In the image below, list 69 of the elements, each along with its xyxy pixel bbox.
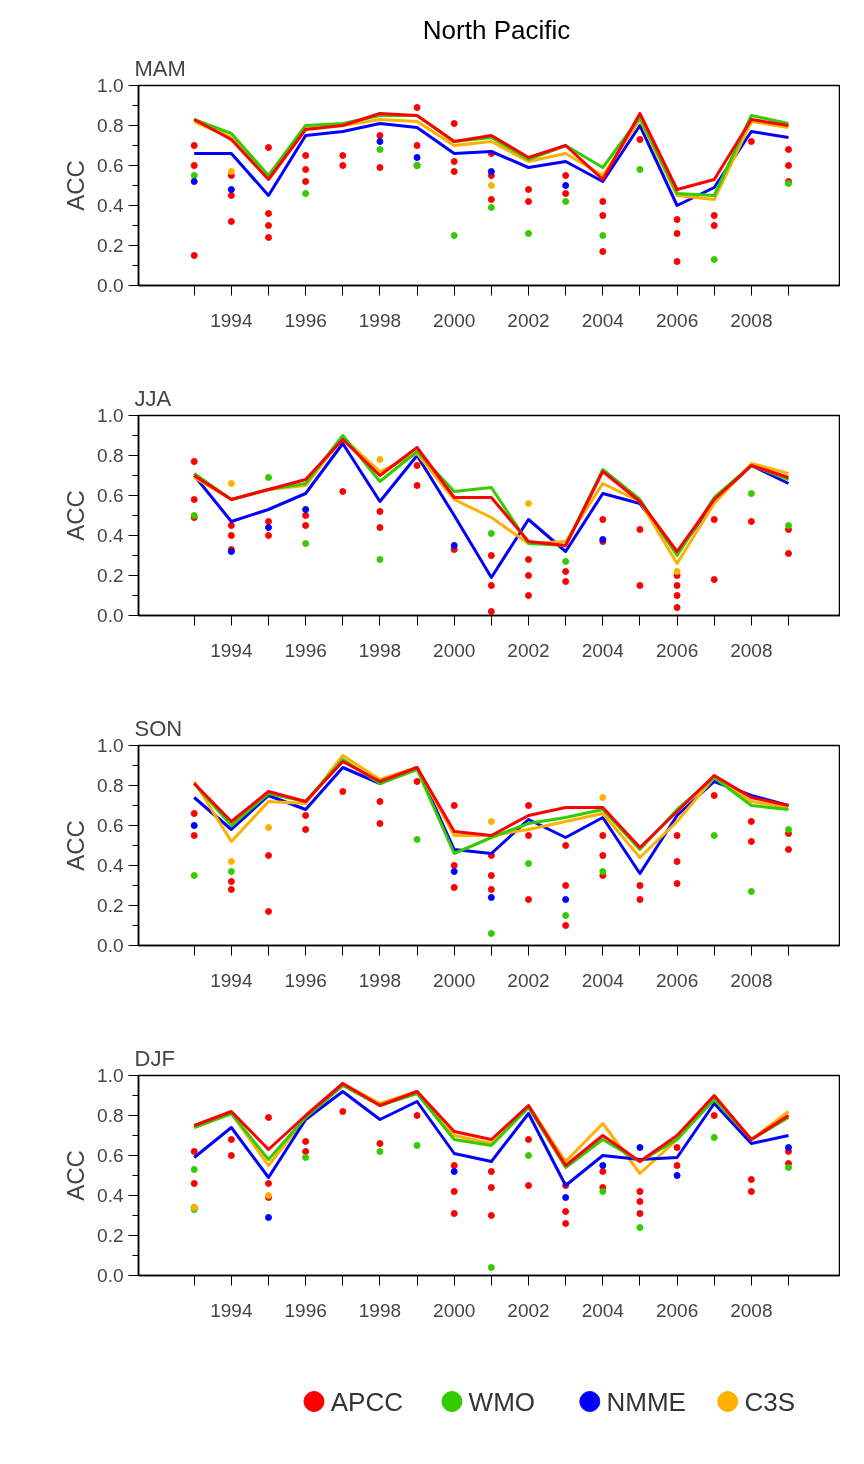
x-tick-label: 2008 [730,969,773,991]
y-tick-label: 0.2 [97,1225,124,1246]
y-axis-title: ACC [62,820,90,871]
x-tick-label: 1998 [358,969,402,991]
x-tick-label: 2002 [507,639,550,661]
x-tick-label: 1996 [284,969,327,991]
y-tick-label: 0.2 [97,895,124,916]
x-tick-label: 2006 [655,309,699,331]
y-tick-label: 0.0 [97,275,124,296]
x-tick-label: 2006 [655,1299,699,1321]
y-tick-label: 0.0 [97,935,124,956]
legend-label: APCC [330,1386,403,1417]
legend-label: WMO [468,1386,536,1417]
x-tick-label: 2002 [507,309,550,331]
chart-title: JJA [134,385,172,411]
y-tick-label: 0.6 [97,155,124,176]
y-tick-label: 0.8 [97,115,124,136]
x-tick-label: 2006 [655,969,699,991]
x-tick-label: 2008 [730,1299,773,1321]
x-tick-label: 1994 [210,969,253,991]
legend-label: NMME [606,1386,686,1417]
x-tick-label: 2004 [581,969,625,991]
y-axis-title: ACC [62,1150,90,1201]
y-tick-label: 1.0 [97,735,124,756]
x-tick-label: 1996 [284,309,327,331]
y-tick-label: 0.8 [97,1105,124,1126]
x-tick-label: 1994 [210,309,253,331]
x-tick-label: 2006 [655,639,699,661]
chart-title: SON [134,715,183,741]
x-tick-label: 1998 [358,309,402,331]
y-tick-label: 0.4 [97,855,124,876]
y-tick-label: 0.0 [97,605,124,626]
y-tick-label: 1.0 [97,75,124,96]
x-tick-label: 1994 [210,639,253,661]
chart-title: DJF [134,1045,175,1071]
y-tick-label: 0.4 [97,1185,124,1206]
x-tick-label: 1998 [358,1299,402,1321]
x-tick-label: 2008 [730,309,773,331]
y-tick-label: 0.4 [97,195,124,216]
x-tick-label: 1998 [358,639,402,661]
x-tick-label: 2000 [433,309,476,331]
y-tick-label: 0.8 [97,775,124,796]
y-tick-label: 0.6 [97,1145,124,1166]
y-tick-label: 0.6 [97,815,124,836]
x-tick-label: 1996 [284,639,327,661]
x-tick-label: 2004 [581,639,625,661]
text: North Pacific [422,14,571,45]
y-tick-label: 1.0 [97,405,124,426]
x-tick-label: 2000 [433,639,476,661]
y-tick-label: 0.8 [97,445,124,466]
x-tick-label: 1996 [284,1299,327,1321]
x-tick-label: 2000 [433,1299,476,1321]
x-tick-label: 2000 [433,969,476,991]
y-tick-label: 0.2 [97,565,124,586]
x-tick-label: 2004 [581,309,625,331]
x-tick-label: 2004 [581,1299,625,1321]
x-tick-label: 2002 [507,1299,550,1321]
y-tick-label: 0.0 [97,1265,124,1286]
x-tick-label: 1994 [210,1299,253,1321]
y-tick-label: 0.4 [97,525,124,546]
x-tick-label: 2008 [730,639,773,661]
y-tick-label: 0.2 [97,235,124,256]
y-tick-label: 1.0 [97,1065,124,1086]
chart-title: MAM [134,55,186,81]
y-axis-title: ACC [62,490,90,541]
x-tick-label: 2002 [507,969,550,991]
y-axis-title: ACC [62,160,90,211]
y-tick-label: 0.6 [97,485,124,506]
legend-label: C3S [744,1386,795,1417]
